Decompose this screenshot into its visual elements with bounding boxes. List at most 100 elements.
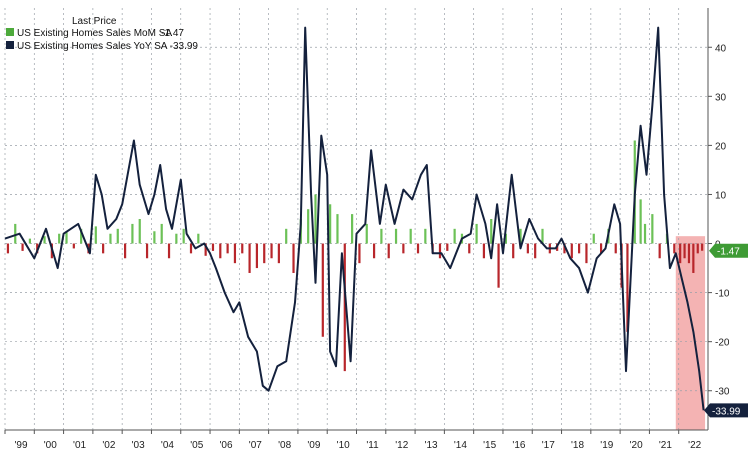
mom-bar (307, 209, 310, 244)
mom-bar (438, 243, 442, 259)
legend: Last Price US Existing Homes Sales MoM S… (6, 16, 198, 52)
mom-bar (14, 223, 17, 244)
mom-bar (651, 214, 654, 244)
last-value-mom-tag: -1.47 (709, 243, 748, 258)
mom-bar (446, 243, 449, 251)
mom-bar (504, 233, 507, 244)
mom-bar (599, 243, 603, 254)
x-tick-label: '22 (688, 440, 701, 451)
mom-bar (160, 223, 163, 244)
y-tick-label: 30 (715, 92, 727, 103)
yoy-line-layer (4, 26, 705, 411)
mom-bar (409, 228, 412, 244)
mom-bar (58, 233, 61, 244)
mom-bar (123, 243, 127, 259)
mom-bar (285, 228, 288, 244)
mom-bar (696, 243, 699, 254)
mom-bar (692, 243, 695, 273)
mom-bar (336, 214, 339, 244)
mom-bar (226, 243, 229, 254)
mom-bar (512, 243, 515, 259)
x-tick-label: '16 (512, 440, 525, 451)
yoy-tag-text: -33.99 (712, 406, 741, 417)
mom-bar (270, 243, 273, 259)
mom-bar (255, 243, 259, 269)
mom-bar (197, 233, 200, 244)
mom-bar (189, 243, 193, 254)
x-tick-label: '09 (307, 440, 320, 451)
mom-bar (394, 228, 398, 244)
mom-bar (145, 243, 149, 259)
x-tick-label: '10 (337, 440, 350, 451)
mom-bar (72, 243, 75, 249)
mom-bar (116, 228, 119, 244)
mom-bar (658, 243, 661, 259)
mom-bar (387, 243, 390, 259)
highlight-region-layer (675, 236, 706, 430)
mom-bar (626, 243, 629, 332)
mom-bar (679, 243, 682, 264)
legend-value-mom: -1.47 (161, 28, 184, 39)
mom-bar (541, 228, 544, 244)
legend-swatch-yoy (6, 41, 14, 49)
mom-bar (683, 243, 686, 259)
mom-bar (585, 243, 588, 264)
x-tick-label: '06 (220, 440, 233, 451)
mom-bar (424, 228, 427, 244)
mom-bar (563, 243, 566, 254)
legend-label-yoy: US Existing Homes Sales YoY SA (17, 41, 168, 52)
x-tick-label: '18 (571, 440, 584, 451)
mom-bar (138, 219, 141, 244)
mom-bar (453, 228, 456, 244)
legend-label-mom: US Existing Homes Sales MoM SA (17, 28, 172, 39)
mom-bar (519, 228, 522, 244)
mom-bar (182, 228, 185, 244)
axis-layer: '99 '00 '01 '02 '03 '04 '05 '06 '07 '08 '09 '10 '11 '… (4, 8, 730, 451)
x-tick-label: '12 (395, 440, 408, 451)
legend-value-yoy: -33.99 (170, 41, 199, 52)
mom-bar (380, 228, 383, 244)
mom-bar (402, 243, 405, 254)
mom-bar (639, 199, 642, 244)
y-tick-label: -10 (715, 289, 730, 300)
y-tick-label: 40 (715, 43, 727, 54)
mom-bar (497, 243, 500, 288)
mom-bar (570, 243, 573, 259)
mom-bar (534, 243, 537, 259)
mom-bar (102, 243, 105, 254)
x-tick-label: '19 (600, 440, 613, 451)
x-tick-label: '00 (44, 440, 57, 451)
highlight-region (675, 236, 706, 430)
mom-bar (372, 243, 376, 259)
x-tick-label: '08 (278, 440, 291, 451)
mom-bar (80, 228, 83, 244)
mom-bar (358, 243, 361, 264)
mom-bar (321, 243, 324, 337)
legend-swatch-mom (6, 28, 14, 36)
y-tick-label: -20 (715, 338, 730, 349)
mom-bar (233, 243, 237, 264)
mom-bar (204, 243, 207, 256)
mom-bar (248, 243, 251, 273)
mom-bar (241, 243, 244, 254)
x-tick-label: '01 (73, 440, 86, 451)
y-tick-label: 20 (715, 141, 727, 152)
legend-title: Last Price (72, 16, 117, 27)
yoy-tag-shape (704, 403, 748, 418)
x-tick-label: '14 (454, 440, 467, 451)
mom-bar (219, 243, 222, 259)
mom-bar (94, 226, 97, 244)
x-tick-label: '05 (190, 440, 203, 451)
y-tick-label: 10 (715, 190, 727, 201)
mom-bar (351, 214, 354, 244)
mom-bar (43, 236, 46, 244)
mom-bar (28, 238, 31, 244)
mom-bar (578, 243, 581, 254)
mom-bar (263, 243, 266, 264)
mom-bar (329, 204, 332, 244)
y-tick-label: -30 (715, 387, 730, 398)
mom-bar (65, 231, 68, 244)
mom-bar (526, 243, 529, 254)
mom-bar (673, 243, 676, 254)
